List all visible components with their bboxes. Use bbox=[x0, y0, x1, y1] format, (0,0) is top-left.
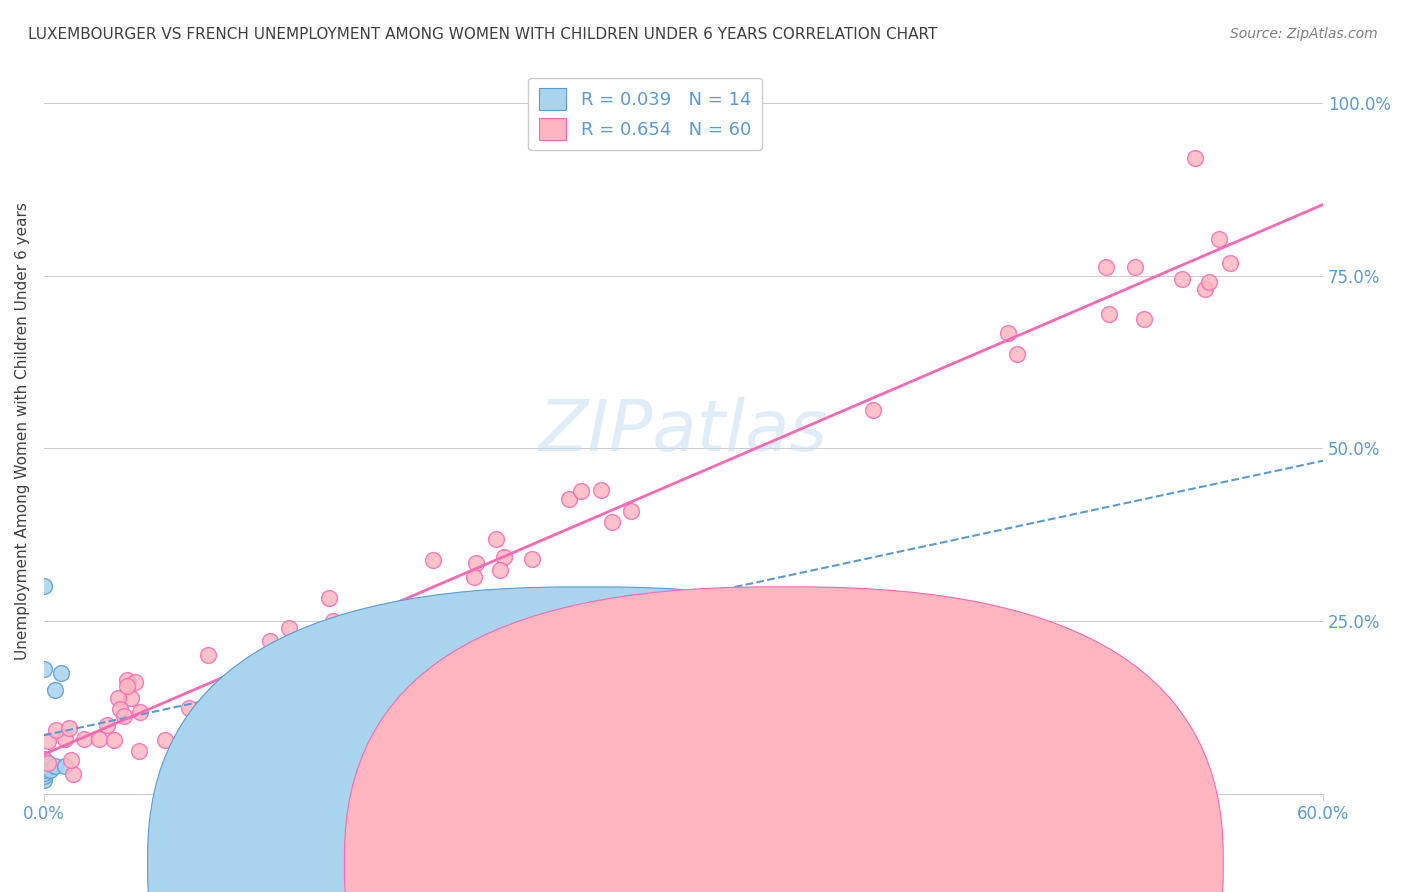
Point bbox=[1095, 260, 1118, 274]
Point bbox=[39, 763, 62, 777]
Point bbox=[112, 709, 135, 723]
Point bbox=[62, 767, 84, 781]
Point bbox=[53, 759, 76, 773]
Point bbox=[245, 670, 267, 684]
Point bbox=[110, 702, 132, 716]
Point bbox=[45, 723, 67, 738]
Point bbox=[107, 691, 129, 706]
Point bbox=[246, 688, 269, 702]
Point bbox=[32, 763, 55, 777]
Point bbox=[520, 551, 543, 566]
Point bbox=[32, 579, 55, 593]
Point bbox=[53, 731, 76, 746]
Point bbox=[37, 756, 59, 771]
Point bbox=[115, 679, 138, 693]
Point bbox=[1098, 307, 1121, 321]
Point bbox=[44, 759, 66, 773]
Point bbox=[322, 615, 344, 629]
Point bbox=[278, 621, 301, 635]
Point bbox=[89, 731, 111, 746]
Point bbox=[591, 483, 613, 498]
Text: ZIPatlas: ZIPatlas bbox=[538, 397, 828, 466]
Text: French: French bbox=[787, 852, 842, 870]
Point bbox=[1184, 151, 1206, 165]
Point bbox=[620, 504, 643, 518]
Y-axis label: Unemployment Among Women with Children Under 6 years: Unemployment Among Women with Children U… bbox=[15, 202, 30, 660]
Point bbox=[422, 553, 444, 567]
Point bbox=[1005, 347, 1028, 361]
Point bbox=[60, 753, 83, 767]
Point bbox=[1208, 232, 1230, 246]
Point bbox=[485, 532, 508, 546]
Point bbox=[318, 591, 340, 605]
Text: Source: ZipAtlas.com: Source: ZipAtlas.com bbox=[1230, 27, 1378, 41]
Point bbox=[32, 752, 55, 766]
Legend: R = 0.039   N = 14, R = 0.654   N = 60: R = 0.039 N = 14, R = 0.654 N = 60 bbox=[529, 78, 762, 151]
Point bbox=[465, 557, 488, 571]
Text: LUXEMBOURGER VS FRENCH UNEMPLOYMENT AMONG WOMEN WITH CHILDREN UNDER 6 YEARS CORR: LUXEMBOURGER VS FRENCH UNEMPLOYMENT AMON… bbox=[28, 27, 938, 42]
Point bbox=[342, 652, 364, 666]
Point bbox=[32, 769, 55, 783]
Point bbox=[463, 570, 485, 584]
Point bbox=[309, 669, 332, 683]
Point bbox=[128, 705, 150, 719]
Point bbox=[1133, 312, 1156, 326]
Point bbox=[1194, 282, 1216, 296]
Point bbox=[862, 402, 884, 417]
Point bbox=[117, 673, 139, 688]
Point bbox=[1198, 275, 1220, 289]
Point bbox=[284, 671, 307, 685]
Point bbox=[304, 659, 326, 673]
Point bbox=[120, 691, 142, 706]
Point bbox=[259, 633, 281, 648]
Point bbox=[128, 743, 150, 757]
Point bbox=[32, 662, 55, 676]
Point bbox=[49, 665, 72, 680]
Point bbox=[997, 326, 1019, 340]
Point bbox=[44, 683, 66, 698]
Point bbox=[1219, 256, 1241, 270]
Point bbox=[304, 663, 326, 677]
Point bbox=[494, 550, 516, 565]
Point bbox=[32, 766, 55, 780]
Point bbox=[73, 731, 96, 746]
Point bbox=[488, 563, 510, 577]
Point bbox=[124, 674, 146, 689]
Point bbox=[58, 721, 80, 735]
Point bbox=[103, 733, 125, 747]
Point bbox=[32, 772, 55, 787]
Point bbox=[32, 759, 55, 773]
Point bbox=[238, 677, 260, 691]
Text: Luxembourgers: Luxembourgers bbox=[619, 852, 748, 870]
Point bbox=[96, 717, 118, 731]
Point bbox=[274, 672, 297, 686]
Point bbox=[1123, 260, 1146, 275]
Point bbox=[37, 733, 59, 747]
Point bbox=[600, 515, 623, 529]
Point bbox=[153, 732, 176, 747]
Point bbox=[571, 483, 593, 498]
Point bbox=[177, 701, 200, 715]
Point bbox=[197, 648, 219, 662]
Point bbox=[1170, 272, 1192, 286]
Point bbox=[558, 491, 581, 506]
